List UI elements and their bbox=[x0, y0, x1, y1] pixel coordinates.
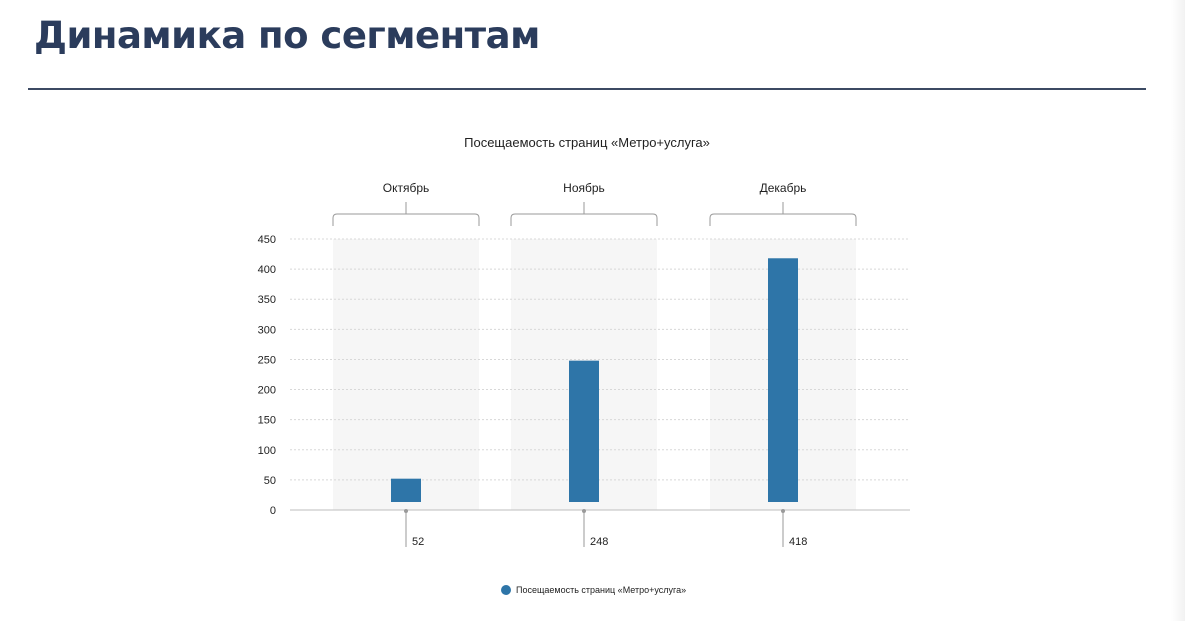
slide-edge-shadow bbox=[1171, 0, 1185, 621]
period-bracket bbox=[332, 213, 480, 226]
y-tick-label: 100 bbox=[258, 445, 276, 457]
y-tick-label: 400 bbox=[258, 264, 276, 276]
data-label-marker bbox=[582, 509, 586, 513]
y-tick-label: 250 bbox=[258, 354, 276, 366]
data-label: 248 bbox=[590, 536, 608, 548]
period-bracket bbox=[510, 213, 658, 226]
category-band-0 bbox=[333, 239, 479, 510]
y-tick-label: 50 bbox=[264, 475, 276, 487]
data-label-marker bbox=[781, 509, 785, 513]
y-tick-label: 350 bbox=[258, 294, 276, 306]
y-tick-label: 200 bbox=[258, 385, 276, 397]
title-divider bbox=[28, 88, 1146, 90]
period-label: Октябрь bbox=[383, 181, 430, 195]
y-tick-label: 0 bbox=[270, 505, 276, 517]
bar bbox=[569, 360, 599, 502]
data-label-marker bbox=[404, 509, 408, 513]
plot-area: 0 50 100 150 200 250 300 350 400 450 Октябрь Ноябрь… bbox=[258, 181, 910, 595]
data-label: 418 bbox=[789, 536, 807, 548]
chart-title: Посещаемость страниц «Метро+услуга» bbox=[464, 135, 710, 150]
legend-marker bbox=[501, 585, 511, 595]
y-tick-label: 150 bbox=[258, 415, 276, 427]
legend-label: Посещаемость страниц «Метро+услуга» bbox=[516, 585, 686, 595]
period-label: Декабрь bbox=[760, 181, 807, 195]
data-label: 52 bbox=[412, 536, 424, 548]
y-tick-label: 300 bbox=[258, 324, 276, 336]
bar bbox=[768, 258, 798, 502]
bar bbox=[391, 478, 421, 502]
period-label: Ноябрь bbox=[563, 181, 605, 195]
y-tick-label: 450 bbox=[258, 234, 276, 246]
period-bracket bbox=[709, 213, 857, 226]
slide-title: Динамика по сегментам bbox=[34, 14, 540, 57]
